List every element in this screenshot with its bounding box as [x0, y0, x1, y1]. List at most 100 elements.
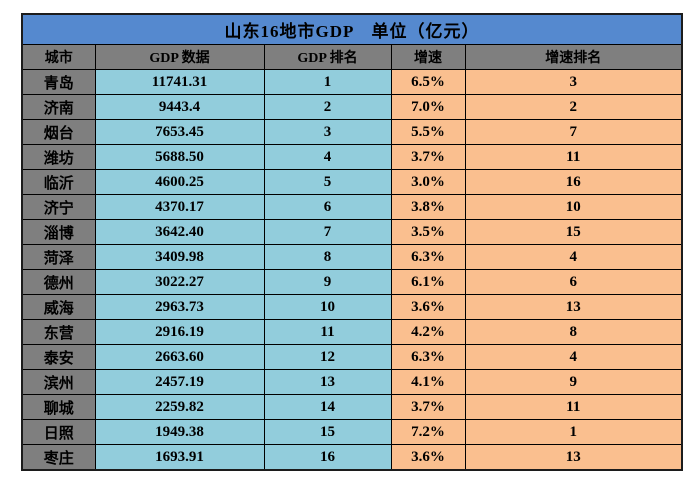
growth-cell: 4.2%: [390, 319, 466, 345]
growth-cell: 3.0%: [390, 169, 466, 195]
growth-rank-cell: 4: [464, 344, 683, 370]
table-row: 德州 3022.27 9 6.1% 6: [21, 269, 683, 295]
growth-rank-cell: 1: [464, 419, 683, 445]
growth-rank-cell: 8: [464, 319, 683, 345]
city-cell: 济宁: [21, 194, 96, 220]
gdp-value-cell: 7653.45: [94, 119, 265, 145]
growth-rank-cell: 7: [464, 119, 683, 145]
gdp-rank-cell: 7: [263, 219, 392, 245]
growth-rank-cell: 13: [464, 294, 683, 320]
growth-rank-cell: 4: [464, 244, 683, 270]
gdp-value-cell: 2963.73: [94, 294, 265, 320]
gdp-rank-cell: 14: [263, 394, 392, 420]
city-cell: 聊城: [21, 394, 96, 420]
table-head: 山东16地市GDP 单位（亿元） 城市 GDP 数据 GDP 排名 增速 增速排…: [21, 13, 683, 70]
table-row: 淄博 3642.40 7 3.5% 15: [21, 219, 683, 245]
header-growth-rank: 增速排名: [464, 44, 683, 70]
table-row: 济南 9443.4 2 7.0% 2: [21, 94, 683, 120]
gdp-rank-cell: 2: [263, 94, 392, 120]
growth-cell: 6.3%: [390, 244, 466, 270]
table-row: 潍坊 5688.50 4 3.7% 11: [21, 144, 683, 170]
table-row: 威海 2963.73 10 3.6% 13: [21, 294, 683, 320]
city-cell: 烟台: [21, 119, 96, 145]
table-row: 日照 1949.38 15 7.2% 1: [21, 419, 683, 445]
city-cell: 青岛: [21, 69, 96, 95]
growth-cell: 4.1%: [390, 369, 466, 395]
gdp-value-cell: 11741.31: [94, 69, 265, 95]
gdp-value-cell: 3642.40: [94, 219, 265, 245]
growth-cell: 3.5%: [390, 219, 466, 245]
growth-cell: 3.8%: [390, 194, 466, 220]
city-cell: 东营: [21, 319, 96, 345]
gdp-rank-cell: 11: [263, 319, 392, 345]
gdp-rank-cell: 9: [263, 269, 392, 295]
city-cell: 临沂: [21, 169, 96, 195]
table-row: 聊城 2259.82 14 3.7% 11: [21, 394, 683, 420]
gdp-value-cell: 2663.60: [94, 344, 265, 370]
growth-rank-cell: 15: [464, 219, 683, 245]
gdp-rank-cell: 8: [263, 244, 392, 270]
gdp-value-cell: 4370.17: [94, 194, 265, 220]
gdp-rank-cell: 1: [263, 69, 392, 95]
header-gdp-rank: GDP 排名: [263, 44, 392, 70]
growth-cell: 3.7%: [390, 144, 466, 170]
growth-cell: 3.6%: [390, 444, 466, 471]
city-cell: 潍坊: [21, 144, 96, 170]
table-header-row: 城市 GDP 数据 GDP 排名 增速 增速排名: [21, 44, 683, 70]
table-row: 临沂 4600.25 5 3.0% 16: [21, 169, 683, 195]
growth-cell: 6.3%: [390, 344, 466, 370]
gdp-rank-cell: 10: [263, 294, 392, 320]
growth-cell: 6.5%: [390, 69, 466, 95]
growth-rank-cell: 9: [464, 369, 683, 395]
gdp-value-cell: 2916.19: [94, 319, 265, 345]
gdp-value-cell: 2457.19: [94, 369, 265, 395]
city-cell: 枣庄: [21, 444, 96, 471]
gdp-value-cell: 3022.27: [94, 269, 265, 295]
gdp-rank-cell: 12: [263, 344, 392, 370]
growth-rank-cell: 2: [464, 94, 683, 120]
city-cell: 菏泽: [21, 244, 96, 270]
table-row: 枣庄 1693.91 16 3.6% 13: [21, 444, 683, 471]
gdp-rank-cell: 15: [263, 419, 392, 445]
city-cell: 淄博: [21, 219, 96, 245]
title-row: 山东16地市GDP 单位（亿元）: [21, 13, 683, 45]
gdp-value-cell: 9443.4: [94, 94, 265, 120]
table-title: 山东16地市GDP 单位（亿元）: [21, 13, 683, 45]
city-cell: 滨州: [21, 369, 96, 395]
growth-rank-cell: 16: [464, 169, 683, 195]
table-row: 青岛 11741.31 1 6.5% 3: [21, 69, 683, 95]
gdp-rank-cell: 16: [263, 444, 392, 471]
gdp-value-cell: 4600.25: [94, 169, 265, 195]
gdp-rank-cell: 3: [263, 119, 392, 145]
gdp-value-cell: 2259.82: [94, 394, 265, 420]
table-row: 济宁 4370.17 6 3.8% 10: [21, 194, 683, 220]
growth-rank-cell: 6: [464, 269, 683, 295]
table-row: 东营 2916.19 11 4.2% 8: [21, 319, 683, 345]
gdp-value-cell: 1949.38: [94, 419, 265, 445]
gdp-value-cell: 5688.50: [94, 144, 265, 170]
gdp-value-cell: 1693.91: [94, 444, 265, 471]
growth-cell: 5.5%: [390, 119, 466, 145]
growth-rank-cell: 11: [464, 144, 683, 170]
table-body: 青岛 11741.31 1 6.5% 3 济南 9443.4 2 7.0% 2 …: [21, 69, 683, 471]
city-cell: 德州: [21, 269, 96, 295]
table-row: 泰安 2663.60 12 6.3% 4: [21, 344, 683, 370]
gdp-table: 山东16地市GDP 单位（亿元） 城市 GDP 数据 GDP 排名 增速 增速排…: [21, 13, 683, 471]
city-cell: 济南: [21, 94, 96, 120]
growth-cell: 3.7%: [390, 394, 466, 420]
growth-rank-cell: 13: [464, 444, 683, 471]
gdp-value-cell: 3409.98: [94, 244, 265, 270]
header-city: 城市: [21, 44, 96, 70]
growth-cell: 7.2%: [390, 419, 466, 445]
gdp-rank-cell: 6: [263, 194, 392, 220]
growth-rank-cell: 11: [464, 394, 683, 420]
growth-cell: 7.0%: [390, 94, 466, 120]
growth-rank-cell: 3: [464, 69, 683, 95]
growth-cell: 6.1%: [390, 269, 466, 295]
city-cell: 日照: [21, 419, 96, 445]
city-cell: 威海: [21, 294, 96, 320]
gdp-rank-cell: 4: [263, 144, 392, 170]
header-growth: 增速: [390, 44, 466, 70]
header-gdp-value: GDP 数据: [94, 44, 265, 70]
